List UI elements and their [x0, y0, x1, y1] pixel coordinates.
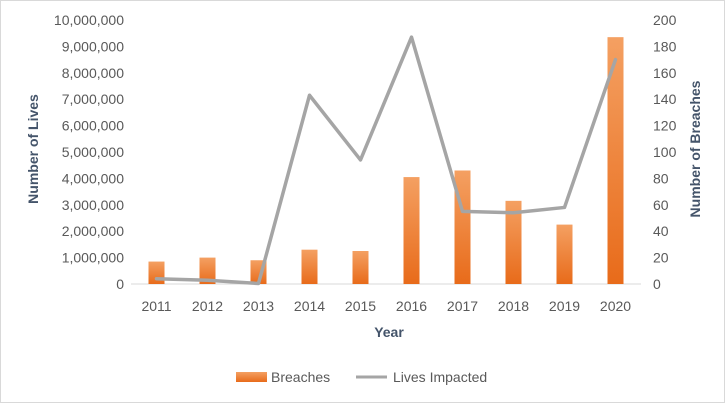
right-axis-tick-label: 120	[653, 118, 677, 134]
bar-breaches	[199, 257, 216, 284]
point-lives-impacted	[563, 205, 566, 209]
left-axis-tick-label: 2,000,000	[62, 223, 124, 239]
right-axis-ticks: 0 20 40 60 80 100 120 140 160 180 200	[653, 12, 677, 292]
left-axis-tick-label: 8,000,000	[62, 65, 124, 81]
point-lives-impacted	[206, 278, 209, 282]
left-axis-ticks: 0 1,000,000 2,000,000 3,000,000 4,000,000 5,0…	[54, 12, 124, 292]
right-axis-tick-label: 140	[653, 91, 677, 107]
x-axis-tick-label: 2019	[549, 298, 580, 314]
line-series-group	[154, 35, 618, 286]
right-axis-tick-label: 100	[653, 144, 677, 160]
point-lives-impacted	[155, 277, 158, 281]
x-axis-title: Year	[374, 324, 404, 340]
left-axis-tick-label: 3,000,000	[62, 197, 124, 213]
right-axis-tick-label: 180	[653, 38, 677, 54]
bar-breaches	[403, 177, 420, 284]
right-axis-tick-label: 60	[653, 197, 669, 213]
left-axis-tick-label: 5,000,000	[62, 144, 124, 160]
right-axis-title: Number of Breaches	[687, 80, 703, 217]
bar-breaches	[505, 200, 522, 284]
left-axis-tick-label: 0	[116, 276, 124, 292]
point-lives-impacted	[308, 93, 311, 97]
x-axis-ticks: 2011 2012 2013 2014 2015 2016 2017 2018 2019 2020	[141, 298, 631, 314]
x-axis-tick-label: 2015	[345, 298, 376, 314]
bars-series	[148, 37, 624, 284]
x-axis-tick-label: 2020	[600, 298, 631, 314]
right-axis-tick-label: 160	[653, 65, 677, 81]
x-axis-tick-label: 2011	[141, 298, 171, 314]
point-lives-impacted	[359, 158, 362, 162]
x-axis-tick-label: 2016	[396, 298, 427, 314]
point-lives-impacted	[257, 281, 260, 285]
bar-breaches	[556, 224, 573, 284]
x-axis-tick-label: 2017	[447, 298, 478, 314]
legend-label-lives-impacted: Lives Impacted	[393, 369, 487, 385]
left-axis-tick-label: 1,000,000	[62, 250, 124, 266]
left-axis-tick-label: 10,000,000	[54, 12, 124, 28]
x-axis-tick-label: 2013	[243, 298, 274, 314]
bar-breaches	[607, 37, 624, 284]
x-axis-tick-label: 2012	[192, 298, 223, 314]
legend-swatch-breaches	[236, 372, 267, 382]
line-lives-impacted	[154, 35, 618, 286]
right-axis-tick-label: 40	[653, 223, 669, 239]
left-axis-tick-label: 6,000,000	[62, 118, 124, 134]
point-lives-impacted	[512, 211, 515, 215]
right-axis-tick-label: 200	[653, 12, 677, 28]
left-axis-tick-label: 9,000,000	[62, 38, 124, 54]
bar-breaches	[352, 251, 369, 284]
left-axis-title: Number of Lives	[25, 94, 41, 204]
point-lives-impacted	[614, 58, 617, 62]
x-axis-tick-label: 2014	[294, 298, 325, 314]
legend: Breaches Lives Impacted	[236, 369, 487, 385]
legend-label-breaches: Breaches	[271, 369, 330, 385]
left-axis-tick-label: 4,000,000	[62, 170, 124, 186]
right-axis-tick-label: 0	[653, 276, 661, 292]
right-axis-tick-label: 20	[653, 250, 669, 266]
point-lives-impacted	[461, 209, 464, 213]
point-lives-impacted	[410, 35, 413, 39]
x-axis-tick-label: 2018	[498, 298, 529, 314]
left-axis-tick-label: 7,000,000	[62, 91, 124, 107]
bar-breaches	[301, 249, 318, 284]
right-axis-tick-label: 80	[653, 170, 669, 186]
